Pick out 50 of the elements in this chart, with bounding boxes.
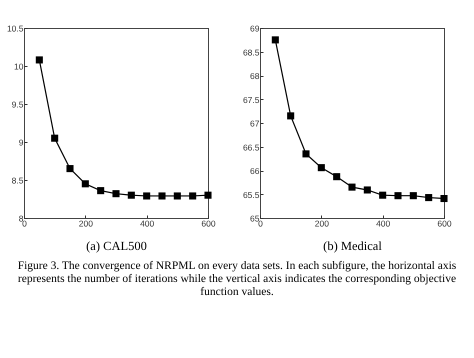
point [410, 192, 417, 200]
point [143, 192, 150, 200]
point [348, 184, 356, 191]
x-tick-label: 0 [22, 218, 28, 228]
point [364, 186, 371, 194]
point [379, 192, 386, 199]
point [287, 112, 294, 120]
y-tick-label: 10.5 [6, 24, 24, 34]
y-tick-label: 65 [250, 214, 260, 224]
point [272, 36, 279, 44]
y-tick-label: 66 [250, 166, 260, 176]
x-tick-label: 200 [314, 218, 330, 228]
point [394, 192, 402, 200]
point [174, 192, 181, 200]
y-tick-label: 10 [14, 62, 24, 72]
point [128, 192, 135, 199]
x-tick-label: 200 [78, 218, 94, 228]
point [97, 187, 104, 194]
y-tick-label: 69 [250, 24, 260, 34]
y-tick-label: 67.5 [242, 94, 260, 105]
point [51, 134, 58, 142]
point [302, 150, 310, 158]
point [425, 194, 432, 202]
y-tick-label: 8 [18, 214, 24, 224]
point [318, 164, 325, 172]
x-tick-label: 600 [437, 218, 452, 228]
point [66, 165, 74, 172]
y-tick-label: 9 [18, 138, 24, 148]
point [158, 192, 166, 200]
y-tick-label: 65.5 [242, 190, 260, 200]
y-tick-label: 66.5 [242, 142, 260, 152]
x-tick-label: 0 [258, 218, 264, 228]
point [112, 190, 120, 198]
x-tick-label: 600 [201, 218, 216, 228]
point [204, 192, 212, 199]
caption: Figure 3. The convergence of NRPML on every data sets. In each subfigure, the horizontal axis represents the number of iterations while the vertical axis indicates the corresponding objective function values. [16, 260, 458, 299]
y-tick-label: 68.5 [242, 47, 260, 58]
x-tick-label: 400 [376, 218, 391, 228]
point [82, 180, 89, 188]
y-tick-label: 68 [250, 71, 260, 81]
y-tick-label: 9.5 [12, 100, 24, 110]
point [440, 194, 448, 202]
x-axis-title: (a) CAL500 [86, 239, 147, 253]
point [333, 173, 340, 180]
y-tick-label: 8.5 [12, 176, 24, 186]
x-tick-label: 400 [140, 218, 155, 228]
point [189, 192, 196, 200]
x-axis-title: (b) Medical [323, 239, 382, 253]
y-tick-label: 67 [250, 118, 260, 128]
point [36, 56, 43, 64]
